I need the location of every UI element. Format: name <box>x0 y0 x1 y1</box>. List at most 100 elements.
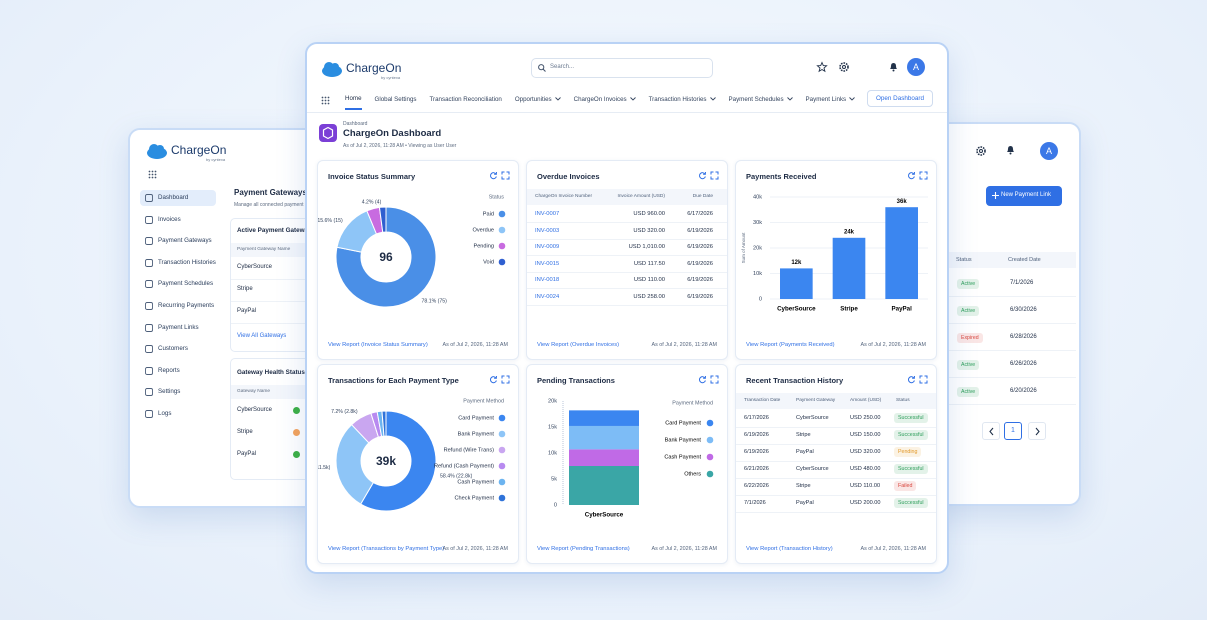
column-header: Invoice Amount (USD) <box>617 194 665 199</box>
refresh-button[interactable] <box>699 375 706 384</box>
expand-button[interactable] <box>919 171 928 180</box>
expand-button[interactable] <box>501 171 510 180</box>
row-divider <box>736 512 936 513</box>
app-launcher[interactable] <box>148 170 157 179</box>
invoice-number[interactable]: INV-0018 <box>535 277 560 283</box>
table-cell: USD 110.00 <box>850 483 881 489</box>
y-tick-label: 0 <box>554 502 557 508</box>
expand <box>919 375 928 384</box>
invoice-amount: USD 1,010.00 <box>628 244 665 250</box>
bar <box>832 237 866 299</box>
nav-item[interactable]: Recurring Payments <box>140 298 216 314</box>
favorites[interactable] <box>816 61 828 73</box>
header-divider <box>307 112 947 113</box>
settings[interactable] <box>839 62 849 72</box>
y-tick-label: 10k <box>548 450 557 456</box>
nav-icon <box>145 280 153 289</box>
report-link[interactable]: View Report (Invoice Status Summary) <box>328 342 428 348</box>
nav-item[interactable]: Transaction Histories <box>140 255 216 271</box>
refresh-button[interactable] <box>699 171 706 180</box>
row-divider <box>736 495 936 496</box>
legend-swatch <box>498 494 506 502</box>
icon-bg <box>319 124 337 142</box>
timestamp: As of Jul 2, 2026, 11:28 AM <box>442 342 508 348</box>
nav-item[interactable]: Payment Gateways <box>140 233 216 249</box>
invoice-number[interactable]: INV-0007 <box>535 211 560 217</box>
legend-swatch <box>706 419 714 427</box>
refresh-button[interactable] <box>908 171 915 180</box>
avatar[interactable]: A <box>1040 142 1058 160</box>
next-page[interactable] <box>1028 422 1046 440</box>
nav-item[interactable]: Payment Links <box>140 320 216 336</box>
legend-swatch <box>498 258 506 266</box>
cloud-part <box>331 63 339 71</box>
nav-tab[interactable]: Transaction Histories <box>649 88 716 110</box>
cloud-part <box>324 62 334 72</box>
notifications[interactable] <box>1006 145 1015 155</box>
invoice-number[interactable]: INV-0009 <box>535 244 560 250</box>
expand-button[interactable] <box>710 171 719 180</box>
invoice-number[interactable]: INV-0003 <box>535 227 560 234</box>
nav-item[interactable]: Reports <box>140 363 216 379</box>
nav-item[interactable]: Payment Schedules <box>140 276 216 292</box>
nav-item[interactable]: Customers <box>140 341 216 357</box>
report-link[interactable]: View Report (Payments Received) <box>746 342 835 348</box>
open-dashboard-button[interactable]: Open Dashboard <box>867 90 933 107</box>
nav-item[interactable]: Settings <box>140 384 216 400</box>
search-box[interactable]: Search... <box>531 58 713 78</box>
nav-label: Payment Gateways <box>158 237 212 245</box>
expand-button[interactable] <box>710 375 719 384</box>
x-tick-label: CyberSource <box>777 306 816 313</box>
report-link[interactable]: View Report (Transaction History) <box>746 546 833 552</box>
new-payment-link-button[interactable]: New Payment Link <box>986 186 1062 206</box>
expand-button[interactable] <box>501 375 510 384</box>
refresh-button[interactable] <box>490 171 497 180</box>
invoice-number[interactable]: INV-0024 <box>535 293 560 300</box>
chevron-right <box>1035 427 1040 436</box>
refresh-button[interactable] <box>908 375 915 384</box>
view-all-link[interactable]: View All Gateways <box>237 333 287 339</box>
page-number[interactable]: 1 <box>1004 422 1022 440</box>
nav-tab[interactable]: Opportunities <box>515 88 561 110</box>
notifications[interactable] <box>889 62 898 72</box>
report-link[interactable]: View Report (Pending Transactions) <box>537 546 630 552</box>
expand-button[interactable] <box>919 375 928 384</box>
row-divider <box>527 255 727 256</box>
row-divider <box>231 301 325 302</box>
tab-label: Global Settings <box>374 95 417 103</box>
nav-tab[interactable]: Home <box>345 88 362 110</box>
invoice-number[interactable]: INV-0015 <box>535 260 560 267</box>
report-link[interactable]: View Report (Overdue Invoices) <box>537 342 620 348</box>
created-date: 6/30/2026 <box>1010 307 1037 313</box>
nav-tab[interactable]: Global Settings <box>375 88 417 110</box>
table-cell: 7/1/2026 <box>744 500 766 506</box>
nav-label: Recurring Payments <box>158 302 215 309</box>
app-launcher[interactable] <box>321 96 330 105</box>
report-link[interactable]: View Report (Transactions by Payment Typ… <box>328 546 445 552</box>
row-divider <box>527 288 727 289</box>
nav-item[interactable]: Invoices <box>140 212 216 228</box>
column-header: Due Date <box>692 194 713 199</box>
avatar[interactable]: A <box>907 58 925 76</box>
y-tick-label: 5k <box>551 476 557 482</box>
legend-swatch <box>706 470 714 478</box>
nav-item[interactable]: Logs <box>140 406 216 422</box>
legend-label: Refund (Cash Payment) <box>434 463 494 469</box>
chart: 58.4% (22.8k) 30.4% (11.5k) 7.2% (2.8k) 39k… <box>318 398 506 512</box>
nav-tab[interactable]: ChargeOn Invoices <box>574 88 636 110</box>
nav-tab[interactable]: Transaction Reconciliation <box>429 88 501 110</box>
refresh-button[interactable] <box>490 375 497 384</box>
table-cell: USD 200.00 <box>850 500 881 506</box>
settings[interactable] <box>976 146 986 156</box>
status-pill: Successful <box>894 430 928 440</box>
nav-item[interactable]: Dashboard <box>140 190 216 206</box>
status-pill: Successful <box>894 413 928 423</box>
prev-page[interactable] <box>982 422 1000 440</box>
nav-tab[interactable]: Payment Links <box>806 88 856 110</box>
legend-label: Bank Payment <box>458 431 495 437</box>
nav-tab[interactable]: Payment Schedules <box>729 88 793 110</box>
due-date: 6/19/2026 <box>687 244 713 250</box>
logo-cloud <box>147 144 167 159</box>
dot <box>148 170 151 173</box>
nav-icon-shape <box>145 237 153 246</box>
